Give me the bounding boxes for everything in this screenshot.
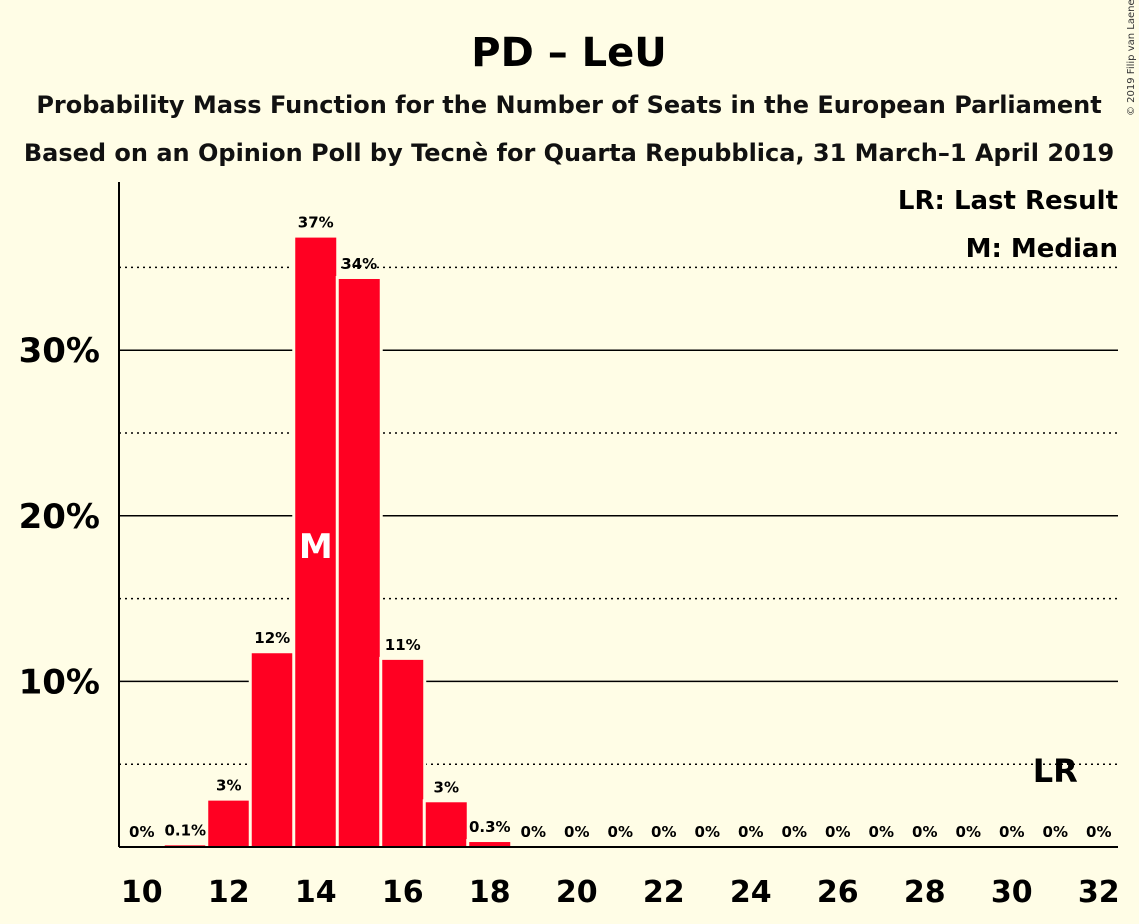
data-label: 0% [608, 823, 633, 841]
data-label: 0% [999, 823, 1024, 841]
x-tick-label: 26 [817, 875, 859, 910]
data-label: 11% [385, 636, 421, 654]
bar [425, 802, 467, 847]
data-labels: 0% 0.1% 3% 12% 37% 34% 11% 3% 0.3% 0% 0% 0% 0% 0% 0% 0%… [129, 214, 1111, 841]
data-label: 0% [695, 823, 720, 841]
bar [208, 800, 250, 847]
copyright-text: © 2019 Filip van Laenen [1126, 0, 1137, 116]
data-label: 12% [254, 629, 290, 647]
legend-last-result: LR: Last Result [898, 186, 1118, 216]
data-label: 0% [782, 823, 807, 841]
y-tick-label: 10% [19, 662, 100, 702]
data-label: 0% [651, 823, 676, 841]
chart-subtitle-2: Based on an Opinion Poll by Tecnè for Qu… [24, 139, 1114, 167]
last-result-marker: LR [1033, 752, 1078, 790]
bar [382, 659, 424, 847]
data-label: 37% [298, 214, 334, 232]
data-label: 0% [912, 823, 937, 841]
x-tick-label: 14 [295, 875, 337, 910]
x-tick-label: 20 [556, 875, 598, 910]
bar-halo [161, 842, 209, 847]
x-tick-label: 28 [904, 875, 946, 910]
x-tick-label: 24 [730, 875, 772, 910]
x-tick-label: 10 [121, 875, 163, 910]
chart-title: PD – LeU [471, 30, 666, 76]
x-tick-label: 32 [1078, 875, 1120, 910]
data-label: 0% [564, 823, 589, 841]
legend-median: M: Median [966, 234, 1118, 264]
data-label: 0% [129, 823, 154, 841]
data-label: 3% [216, 777, 241, 795]
x-tick-label: 12 [208, 875, 250, 910]
data-label: 0% [869, 823, 894, 841]
x-tick-label: 30 [991, 875, 1033, 910]
bar [251, 653, 293, 847]
axes: 10% 20% 30% 10 12 14 16 18 20 22 24 26 28 30 32 [19, 182, 1120, 910]
data-label: 0.3% [469, 818, 511, 836]
data-label: 0% [956, 823, 981, 841]
x-tick-label: 16 [382, 875, 424, 910]
data-label: 0% [1043, 823, 1068, 841]
data-label: 0% [825, 823, 850, 841]
data-label: 0% [1086, 823, 1111, 841]
bars [161, 234, 514, 848]
data-label: 0% [521, 823, 546, 841]
chart-subtitle-1: Probability Mass Function for the Number… [36, 91, 1101, 119]
x-tick-label: 18 [469, 875, 511, 910]
bar [469, 842, 511, 847]
data-label: 34% [341, 255, 377, 273]
data-label: 0.1% [164, 821, 206, 839]
markers: M LR [299, 527, 1078, 790]
x-tick-label: 22 [643, 875, 685, 910]
median-marker: M [299, 527, 333, 567]
y-tick-label: 30% [19, 331, 100, 371]
bar [295, 237, 337, 848]
data-label: 0% [738, 823, 763, 841]
data-label: 3% [434, 778, 459, 796]
y-tick-label: 20% [19, 497, 100, 537]
bar [338, 278, 380, 847]
